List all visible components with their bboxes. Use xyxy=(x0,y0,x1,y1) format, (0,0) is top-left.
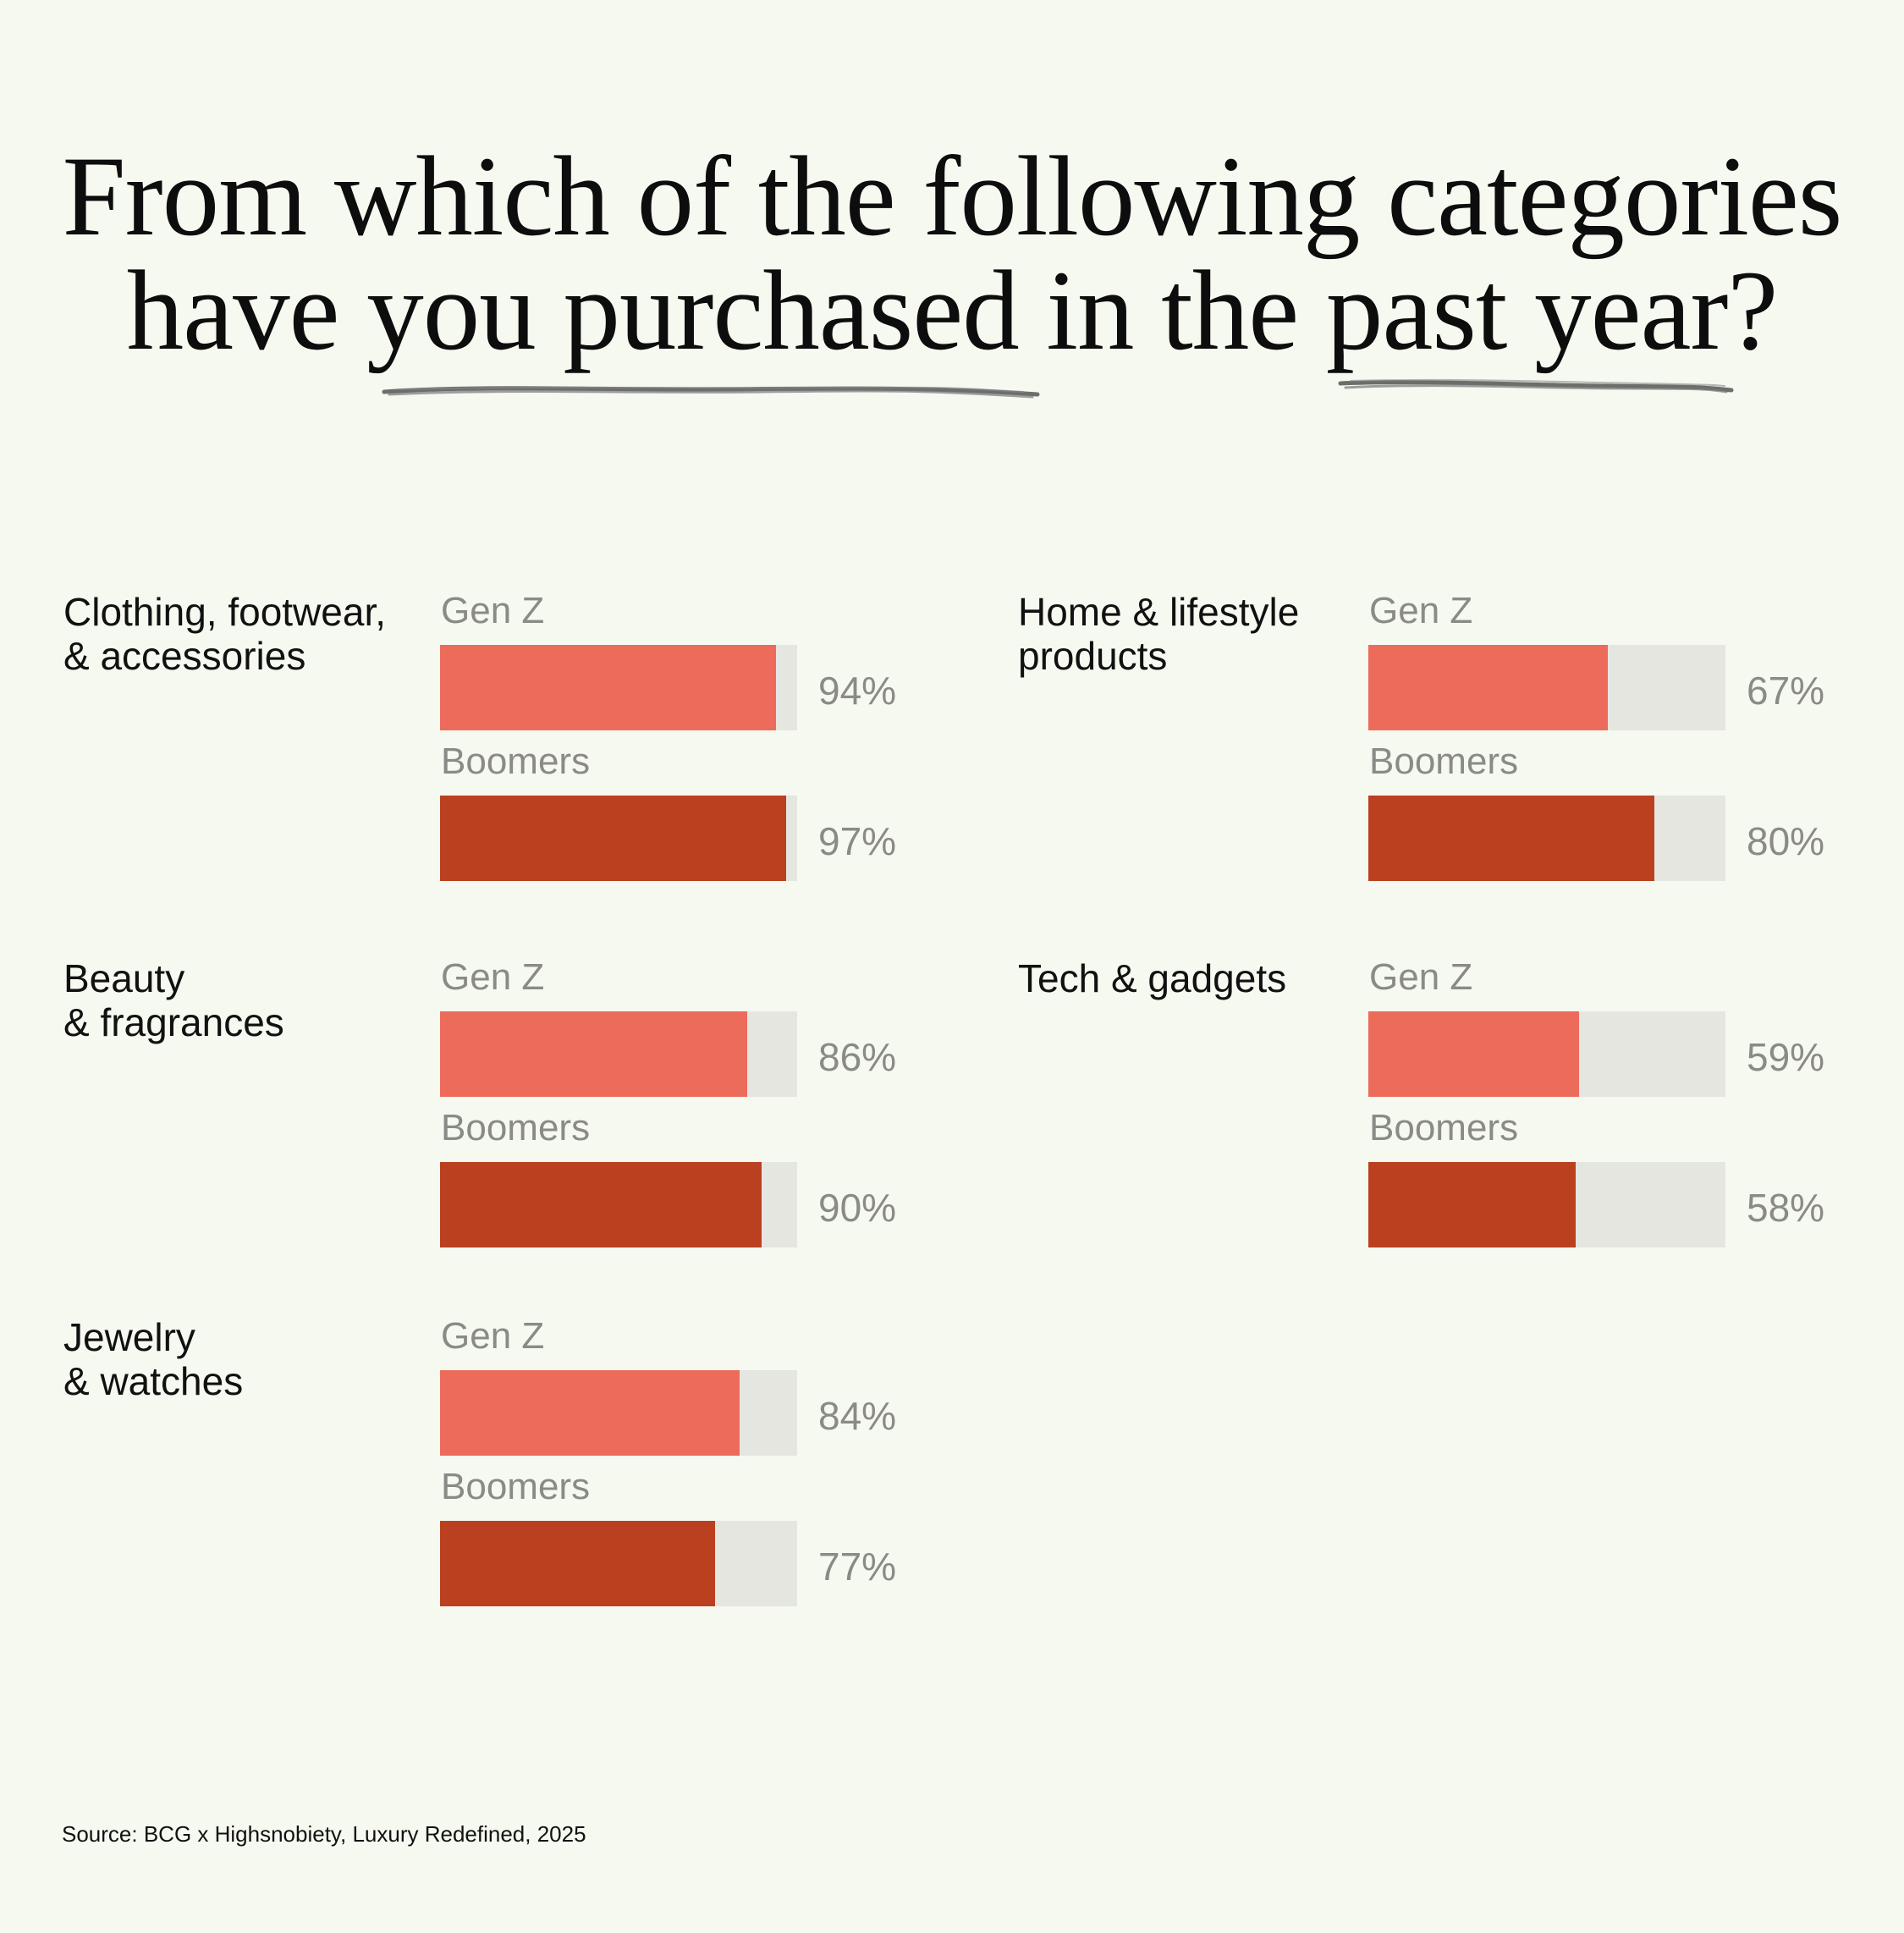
bar-track xyxy=(440,796,797,881)
category-label: Tech & gadgets xyxy=(1018,956,1286,1000)
bar-boomers xyxy=(440,1162,762,1247)
pencil-underline xyxy=(382,386,1040,399)
chart-title-line-2: have you purchased in the past year? xyxy=(126,248,1779,374)
category-label-line: Clothing, footwear, xyxy=(63,590,387,634)
bar-gen-z xyxy=(1368,645,1608,730)
bar-track xyxy=(1368,1162,1725,1247)
bar-gen-z xyxy=(440,645,776,730)
value-label: 58% xyxy=(1747,1186,1825,1230)
category-label: Jewelry & watches xyxy=(63,1315,243,1403)
value-label: 59% xyxy=(1747,1035,1825,1079)
value-label: 77% xyxy=(818,1545,897,1589)
bar-boomers xyxy=(1368,796,1654,881)
category-label: Beauty & fragrances xyxy=(63,956,284,1044)
bar-track xyxy=(1368,1011,1725,1097)
value-label: 80% xyxy=(1747,819,1825,863)
value-label: 84% xyxy=(818,1394,897,1438)
value-label: 97% xyxy=(818,819,897,863)
bar-track xyxy=(440,1370,797,1456)
bar-boomers xyxy=(440,1521,715,1606)
category-label: Home & lifestyle products xyxy=(1018,590,1299,678)
category-label-line: Beauty xyxy=(63,956,185,1000)
category-label-line: & fragrances xyxy=(63,1000,284,1044)
chart-title: From which of the following categories h… xyxy=(0,140,1904,368)
series-label-boomers: Boomers xyxy=(1369,1107,1519,1148)
series-label-gen-z: Gen Z xyxy=(441,1315,545,1357)
bar-boomers xyxy=(440,796,787,881)
pencil-underline xyxy=(1338,378,1734,394)
series-label-gen-z: Gen Z xyxy=(1369,956,1473,998)
bar-track xyxy=(440,1162,797,1247)
bar-gen-z xyxy=(440,1370,740,1456)
bar-gen-z xyxy=(440,1011,747,1097)
bar-boomers xyxy=(1368,1162,1576,1247)
source-note: Source: BCG x Highsnobiety, Luxury Redef… xyxy=(62,1821,586,1847)
value-label: 86% xyxy=(818,1035,897,1079)
category-label: Clothing, footwear, & accessories xyxy=(63,590,386,678)
bar-track xyxy=(1368,645,1725,730)
category-label-line: Home & lifestyle xyxy=(1018,590,1300,634)
series-label-gen-z: Gen Z xyxy=(441,956,545,998)
chart-title-line-1: From which of the following categories xyxy=(62,134,1843,260)
value-label: 67% xyxy=(1747,669,1825,713)
category-label-line: & watches xyxy=(63,1359,244,1403)
series-label-boomers: Boomers xyxy=(441,1107,591,1148)
category-label-line: Tech & gadgets xyxy=(1018,956,1287,1000)
series-label-boomers: Boomers xyxy=(441,1466,591,1507)
bar-track xyxy=(440,1011,797,1097)
category-label-line: Jewelry xyxy=(63,1315,195,1359)
bar-gen-z xyxy=(1368,1011,1579,1097)
series-label-boomers: Boomers xyxy=(1369,741,1519,782)
bar-track xyxy=(440,645,797,730)
value-label: 90% xyxy=(818,1186,897,1230)
category-label-line: products xyxy=(1018,634,1168,678)
series-label-boomers: Boomers xyxy=(441,741,591,782)
category-label-line: & accessories xyxy=(63,634,306,678)
bar-track xyxy=(1368,796,1725,881)
value-label: 94% xyxy=(818,669,897,713)
bar-track xyxy=(440,1521,797,1606)
series-label-gen-z: Gen Z xyxy=(1369,590,1473,631)
series-label-gen-z: Gen Z xyxy=(441,590,545,631)
